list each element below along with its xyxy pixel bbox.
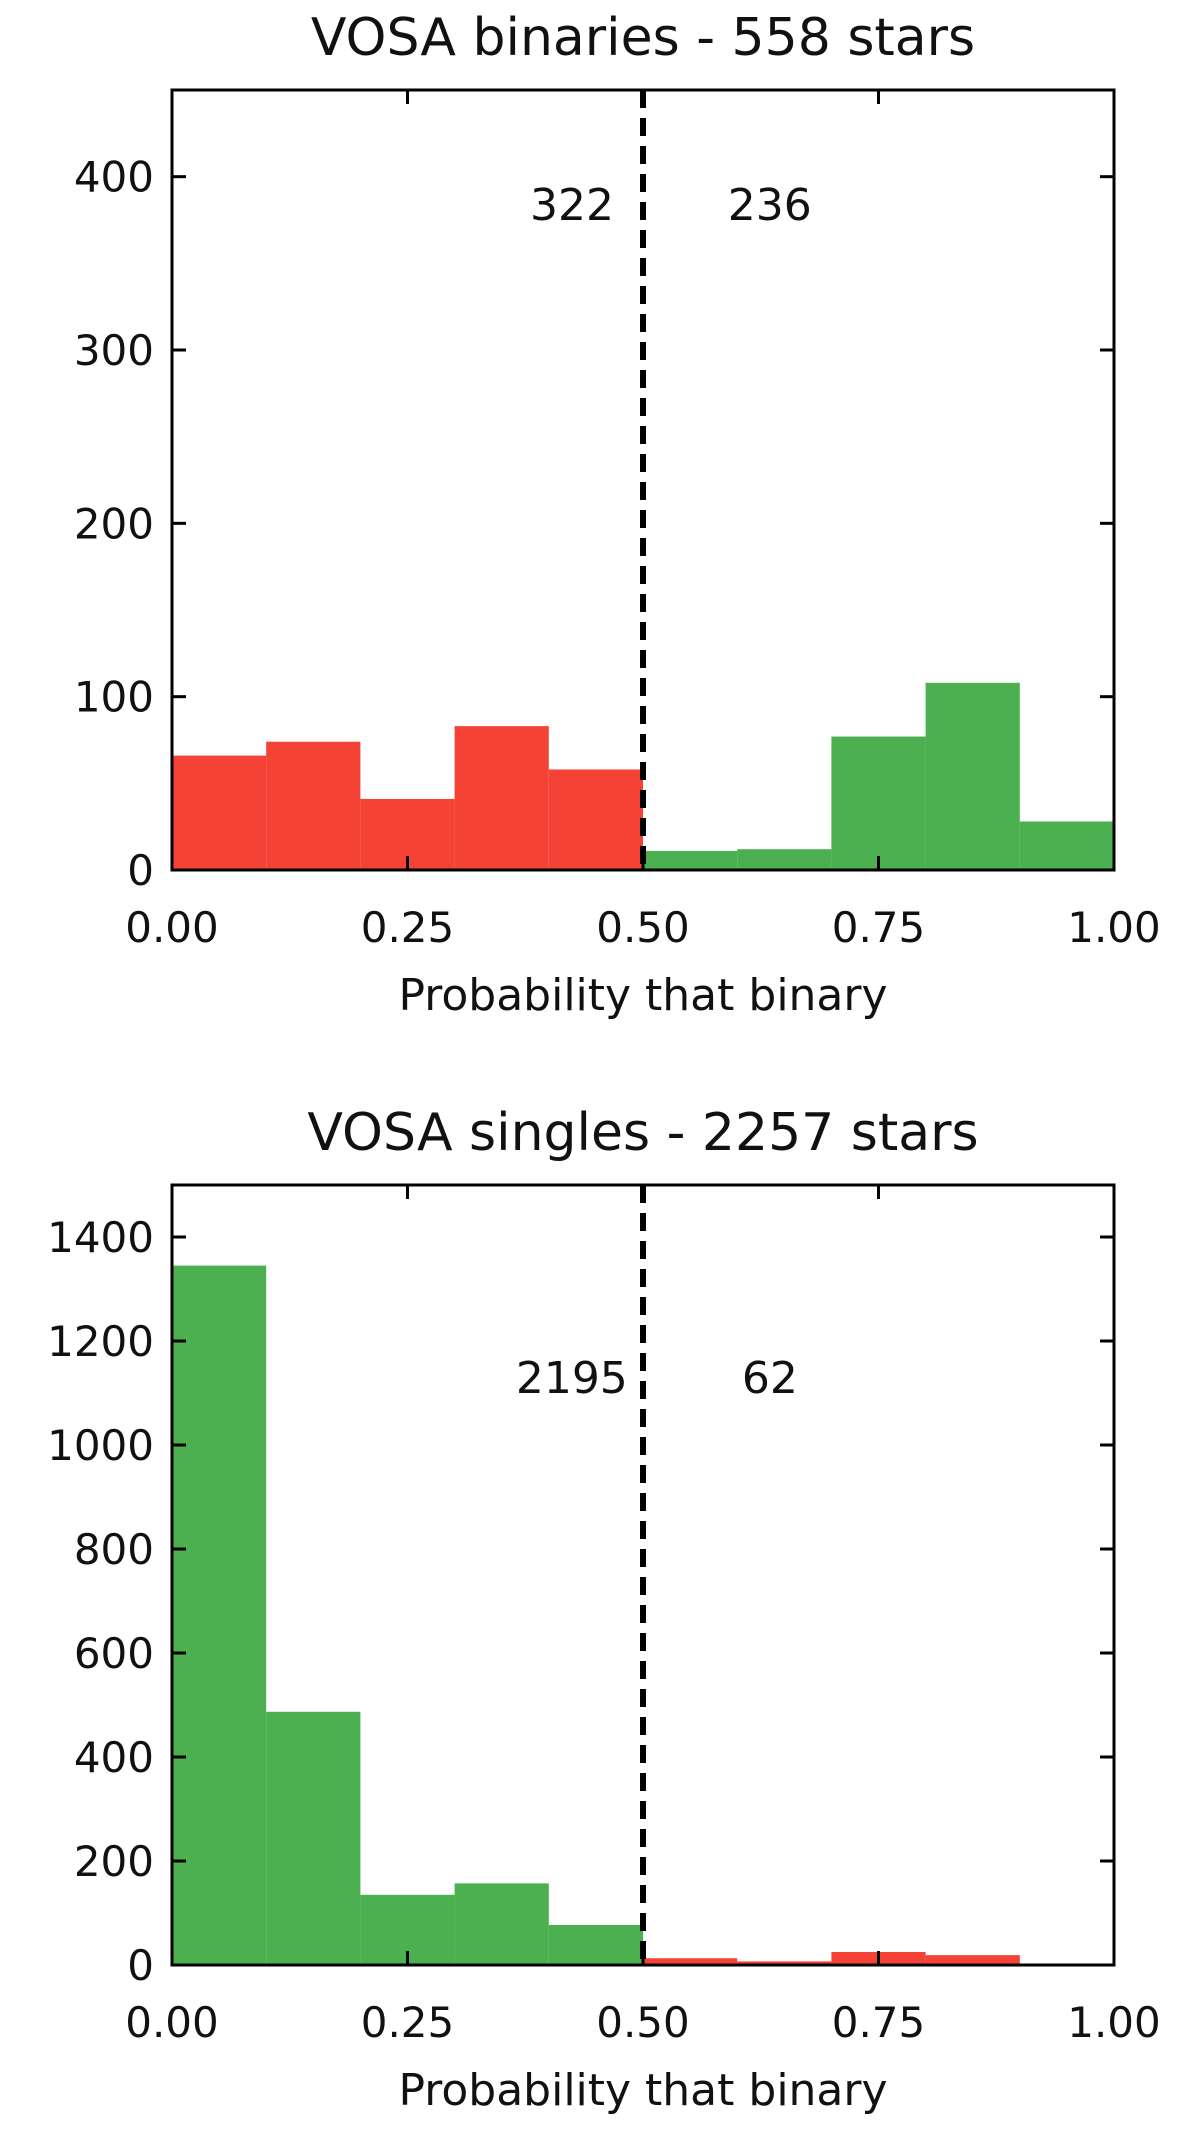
count-label: 322 [530,180,614,231]
x-axis-label: Probability that binary [398,970,887,1021]
y-tick-label: 400 [74,1733,154,1782]
x-axis-label: Probability that binary [398,2065,887,2116]
y-tick-label: 600 [74,1629,154,1678]
x-tick-label: 0.00 [125,903,219,952]
histogram-bar [925,682,1020,870]
chart-title: VOSA binaries - 558 stars [311,8,975,68]
histogram-bar [643,850,738,870]
y-tick-label: 200 [74,1837,154,1886]
y-tick-label: 0 [127,1941,154,1990]
y-tick-label: 400 [74,153,154,202]
histogram-bar [548,1924,643,1965]
histogram-bar [454,1883,549,1965]
histogram-bar [266,741,361,870]
x-tick-label: 0.75 [832,1998,926,2047]
count-label: 2195 [516,1353,628,1404]
y-tick-label: 1400 [47,1213,154,1262]
histogram-bar [454,726,549,870]
x-tick-label: 0.00 [125,1998,219,2047]
y-tick-label: 200 [74,499,154,548]
histogram-bar [548,769,643,870]
histogram-bar [925,1955,1020,1965]
histogram-bar [643,1958,738,1965]
histogram-bar [1019,821,1114,870]
x-tick-label: 0.50 [596,1998,690,2047]
histogram-bar [172,755,267,870]
y-tick-label: 100 [74,673,154,722]
count-label: 62 [742,1353,798,1404]
histogram-bar [831,736,926,870]
x-tick-label: 1.00 [1067,903,1161,952]
y-tick-label: 0 [127,846,154,895]
histogram-bar [172,1265,267,1965]
y-tick-label: 800 [74,1525,154,1574]
x-tick-label: 0.50 [596,903,690,952]
histogram-bar [737,1961,832,1965]
histogram-bar [266,1711,361,1965]
histogram-bar [737,849,832,870]
x-tick-label: 0.25 [361,903,455,952]
y-tick-label: 1200 [47,1317,154,1366]
x-tick-label: 1.00 [1067,1998,1161,2047]
chart-title: VOSA singles - 2257 stars [307,1103,978,1163]
x-tick-label: 0.25 [361,1998,455,2047]
y-tick-label: 300 [74,326,154,375]
y-tick-label: 1000 [47,1421,154,1470]
count-label: 236 [728,180,812,231]
x-tick-label: 0.75 [832,903,926,952]
